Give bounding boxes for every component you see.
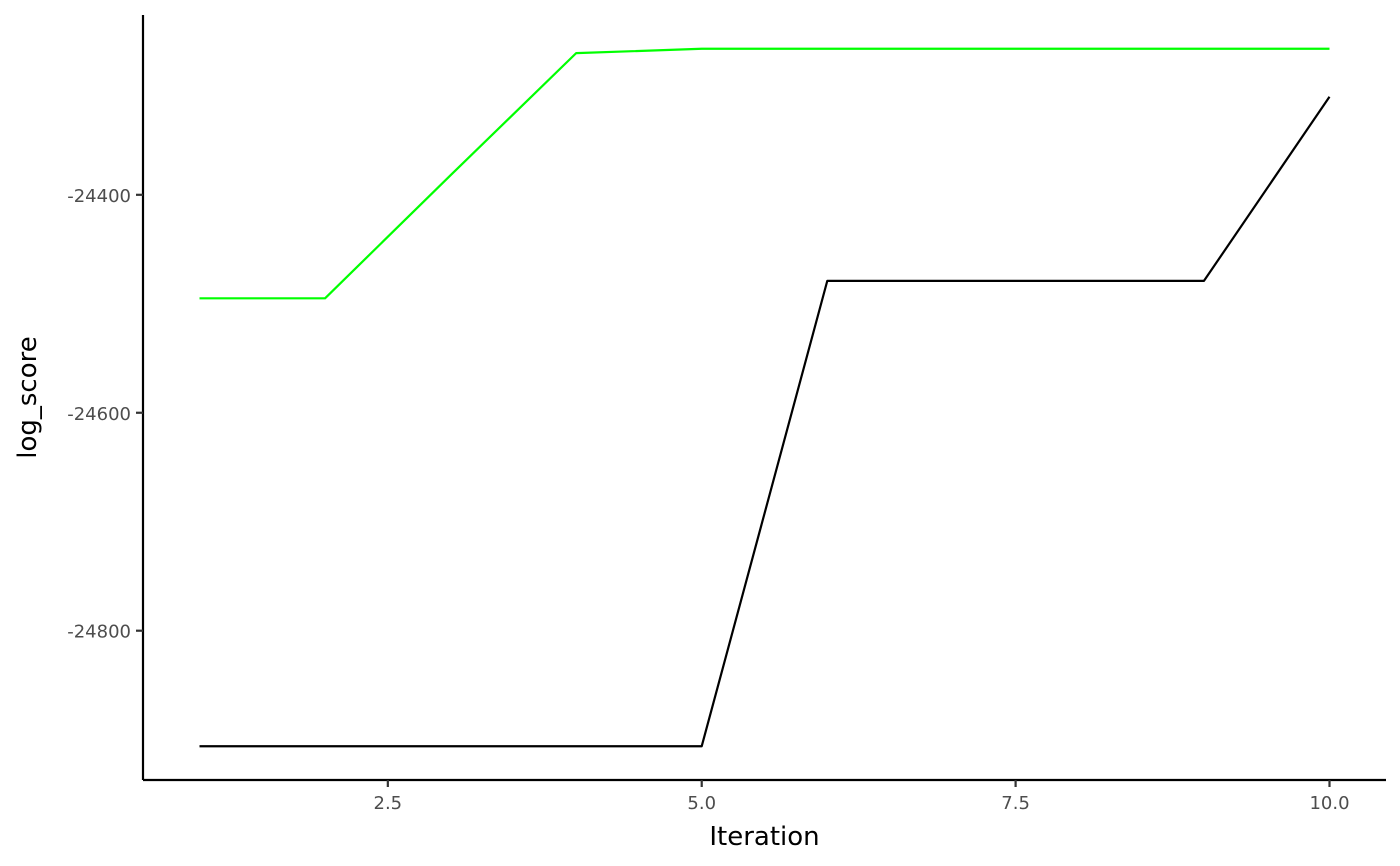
series-layer — [199, 47, 1331, 748]
x-tick-label: 10.0 — [1309, 793, 1349, 814]
ticks-layer: 2.5 5.0 7.5 10.0 -24800 -24600 -24400 — [67, 186, 1349, 814]
x-tick-label: 7.5 — [1001, 793, 1030, 814]
x-tick-label: 2.5 — [374, 793, 403, 814]
x-tick-label: 5.0 — [687, 793, 716, 814]
series-line-2 — [199, 96, 1331, 748]
x-axis-title: Iteration — [709, 822, 819, 852]
y-tick-label: -24800 — [67, 622, 131, 643]
axes-layer — [141, 15, 1386, 782]
series-line-1 — [199, 47, 1330, 300]
y-tick-label: -24400 — [67, 186, 131, 207]
y-axis-title: log_score — [13, 336, 43, 459]
y-tick-label: -24600 — [67, 404, 131, 425]
